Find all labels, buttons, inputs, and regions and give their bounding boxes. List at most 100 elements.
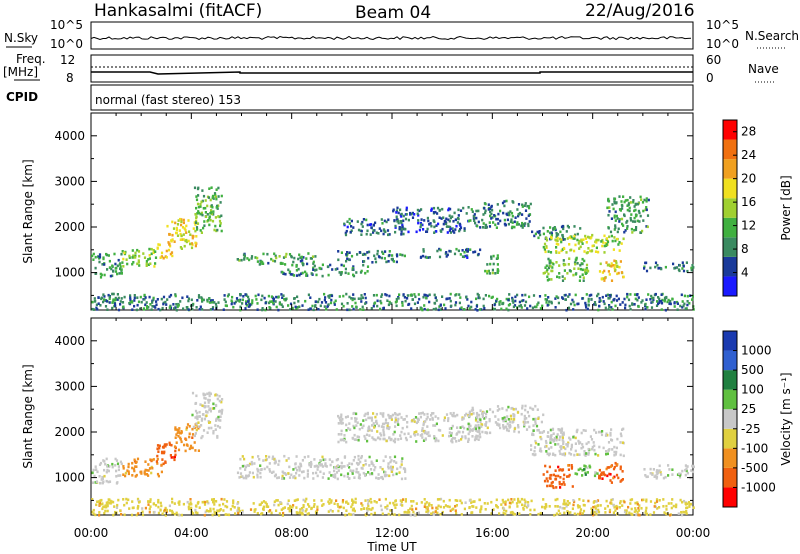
data-cell (220, 194, 223, 198)
data-cell (222, 308, 225, 311)
data-cell (610, 498, 613, 502)
data-cell (567, 306, 571, 310)
data-cell (369, 472, 372, 476)
data-cell (597, 308, 600, 312)
data-cell (617, 243, 620, 246)
data-cell (560, 427, 564, 431)
data-cell (162, 451, 166, 455)
data-cell (470, 300, 473, 304)
data-cell (613, 450, 616, 454)
data-cell (174, 512, 177, 516)
data-cell (690, 266, 693, 270)
data-cell (331, 460, 334, 464)
data-cell (165, 256, 168, 259)
data-cell (107, 469, 110, 473)
data-cell (213, 192, 217, 195)
data-cell (241, 475, 244, 478)
data-cell (338, 295, 341, 298)
scatter-region (337, 249, 406, 264)
data-cell (491, 410, 494, 414)
data-cell (604, 434, 608, 437)
data-cell (122, 305, 125, 309)
data-cell (179, 217, 182, 221)
data-cell (237, 299, 240, 302)
data-cell (137, 512, 140, 515)
data-cell (404, 436, 408, 440)
data-cell (247, 300, 250, 303)
data-cell (134, 251, 137, 255)
data-cell (451, 424, 454, 428)
data-cell (552, 439, 556, 443)
data-cell (598, 476, 601, 480)
data-cell (427, 219, 430, 223)
data-cell (309, 307, 312, 311)
data-cell (570, 464, 573, 467)
data-cell (114, 296, 117, 300)
colorbar-tick-label: 1000 (741, 344, 772, 358)
data-cell (613, 228, 616, 231)
data-cell (608, 466, 611, 469)
data-cell (384, 471, 387, 474)
data-cell (367, 471, 370, 474)
data-cell (609, 434, 612, 437)
data-cell (305, 257, 308, 260)
data-cell (501, 498, 504, 502)
data-cell (219, 224, 222, 228)
data-cell (544, 250, 547, 254)
data-cell (331, 510, 334, 513)
data-cell (390, 257, 393, 261)
data-cell (585, 442, 588, 446)
data-cell (579, 267, 582, 271)
data-cell (208, 297, 211, 300)
data-cell (461, 430, 465, 434)
data-cell (340, 429, 343, 433)
data-cell (160, 251, 164, 255)
data-cell (658, 499, 661, 502)
data-cell (488, 272, 492, 275)
data-cell (165, 508, 168, 512)
data-cell (641, 498, 644, 502)
data-cell (155, 303, 158, 306)
data-cell (489, 210, 492, 214)
data-cell (371, 261, 374, 264)
data-cell (98, 475, 101, 478)
data-cell (426, 294, 429, 298)
data-cell (111, 292, 114, 296)
data-cell (544, 507, 547, 510)
data-cell (340, 272, 343, 275)
data-cell (602, 300, 605, 303)
data-cell (538, 295, 542, 298)
data-cell (475, 424, 478, 428)
data-cell (197, 205, 200, 209)
data-cell (164, 300, 167, 304)
data-cell (125, 501, 128, 505)
data-cell (579, 508, 583, 511)
data-cell (120, 462, 123, 466)
data-cell (442, 222, 445, 226)
data-cell (482, 213, 485, 216)
data-cell (360, 269, 363, 273)
data-cell (446, 231, 449, 234)
data-cell (323, 305, 326, 308)
data-cell (380, 256, 383, 260)
data-cell (133, 296, 136, 300)
data-cell (252, 502, 255, 505)
data-cell (574, 293, 577, 297)
data-cell (582, 238, 585, 241)
data-cell (373, 511, 376, 515)
data-cell (111, 301, 114, 304)
data-cell (688, 302, 691, 305)
data-cell (295, 471, 298, 475)
data-cell (628, 206, 631, 210)
data-cell (361, 305, 364, 309)
data-cell (118, 272, 121, 275)
data-cell (315, 471, 318, 475)
data-cell (171, 238, 174, 241)
data-cell (99, 276, 103, 279)
data-cell (481, 412, 484, 415)
data-cell (245, 304, 248, 307)
data-cell (161, 450, 164, 454)
data-cell (373, 468, 376, 472)
data-cell (475, 297, 478, 301)
data-cell (684, 502, 687, 505)
